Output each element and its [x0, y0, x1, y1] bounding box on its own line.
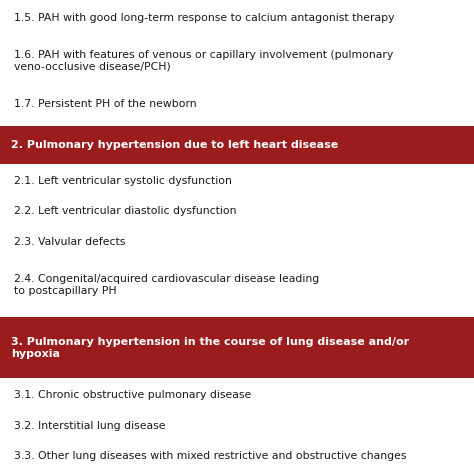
- Text: 2.2. Left ventricular diastolic dysfunction: 2.2. Left ventricular diastolic dysfunct…: [14, 206, 237, 216]
- Bar: [0, 318, 474, 378]
- Bar: [0, 127, 474, 164]
- Text: 3.2. Interstitial lung disease: 3.2. Interstitial lung disease: [14, 421, 165, 431]
- Text: 2.4. Congenital/acquired cardiovascular disease leading
to postcapillary PH: 2.4. Congenital/acquired cardiovascular …: [14, 274, 319, 295]
- Text: 1.5. PAH with good long-term response to calcium antagonist therapy: 1.5. PAH with good long-term response to…: [14, 13, 394, 23]
- Text: 2. Pulmonary hypertension due to left heart disease: 2. Pulmonary hypertension due to left he…: [11, 140, 338, 150]
- Text: 2.1. Left ventricular systolic dysfunction: 2.1. Left ventricular systolic dysfuncti…: [14, 175, 232, 185]
- Text: 2.3. Valvular defects: 2.3. Valvular defects: [14, 237, 125, 246]
- Text: 1.7. Persistent PH of the newborn: 1.7. Persistent PH of the newborn: [14, 99, 197, 109]
- Text: 3.3. Other lung diseases with mixed restrictive and obstructive changes: 3.3. Other lung diseases with mixed rest…: [14, 451, 406, 461]
- Text: 3. Pulmonary hypertension in the course of lung disease and/or
hypoxia: 3. Pulmonary hypertension in the course …: [11, 337, 409, 359]
- Text: 3.1. Chronic obstructive pulmonary disease: 3.1. Chronic obstructive pulmonary disea…: [14, 390, 251, 400]
- Text: 1.6. PAH with features of venous or capillary involvement (pulmonary
veno-occlus: 1.6. PAH with features of venous or capi…: [14, 50, 393, 72]
